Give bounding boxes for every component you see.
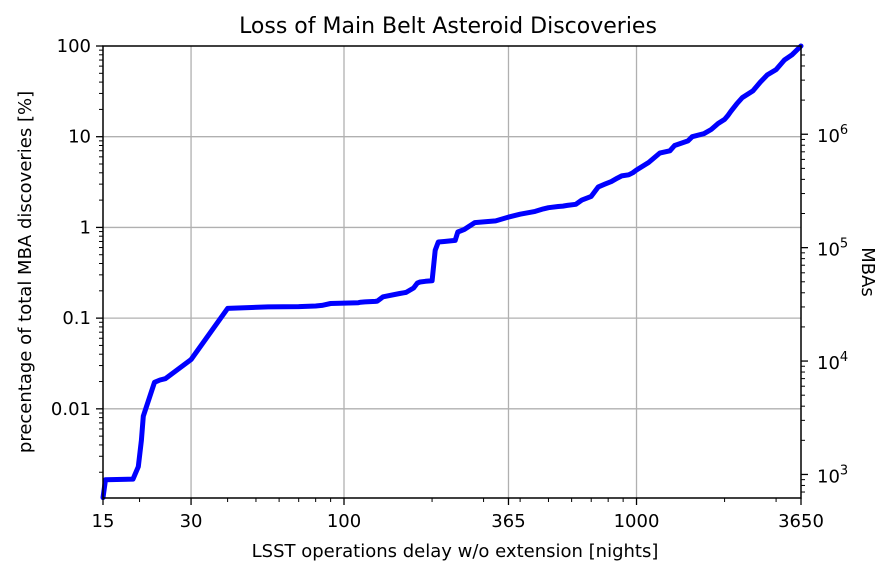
x-tick-label: 100 (327, 511, 361, 532)
y2-tick-label: 104 (817, 350, 848, 374)
y2-tick-base: 10 (817, 353, 840, 374)
x-axis-label: LSST operations delay w/o extension [nig… (252, 541, 659, 562)
y2-axis-label: MBAs (857, 247, 878, 297)
y2-tick-label: 106 (817, 123, 848, 147)
y-tick-label: 0.1 (62, 308, 91, 329)
grid (103, 46, 801, 498)
x-tick-label: 365 (491, 511, 525, 532)
ticks-layer: 15 30 100 365 1000 36500.010.1110100103104105… (51, 36, 848, 532)
series-line (100, 43, 804, 501)
chart-title: Loss of Main Belt Asteroid Discoveries (239, 14, 657, 39)
y2-tick-base: 10 (817, 466, 840, 487)
y2-tick-exponent: 5 (840, 237, 848, 252)
x-tick-label: 30 (180, 511, 203, 532)
y-axis-label: precentage of total MBA discoveries [%] (15, 91, 36, 453)
x-tick-label: 1000 (614, 511, 660, 532)
y-tick-label: 0.01 (51, 399, 91, 420)
y2-tick-base: 10 (817, 240, 840, 261)
plot-frame (102, 45, 802, 499)
y2-tick-exponent: 3 (840, 463, 848, 478)
x-tick-label: 15 (92, 511, 115, 532)
series-layer (100, 43, 804, 501)
y-tick-label: 10 (68, 127, 91, 148)
y2-tick-label: 105 (817, 237, 848, 261)
y2-tick-base: 10 (817, 126, 840, 147)
y-tick-label: 100 (57, 36, 91, 57)
x-tick-label: 3650 (778, 511, 824, 532)
y2-tick-exponent: 6 (840, 123, 848, 138)
y2-tick-label: 103 (817, 463, 848, 487)
y2-tick-exponent: 4 (840, 350, 848, 365)
y-tick-label: 1 (80, 217, 91, 238)
